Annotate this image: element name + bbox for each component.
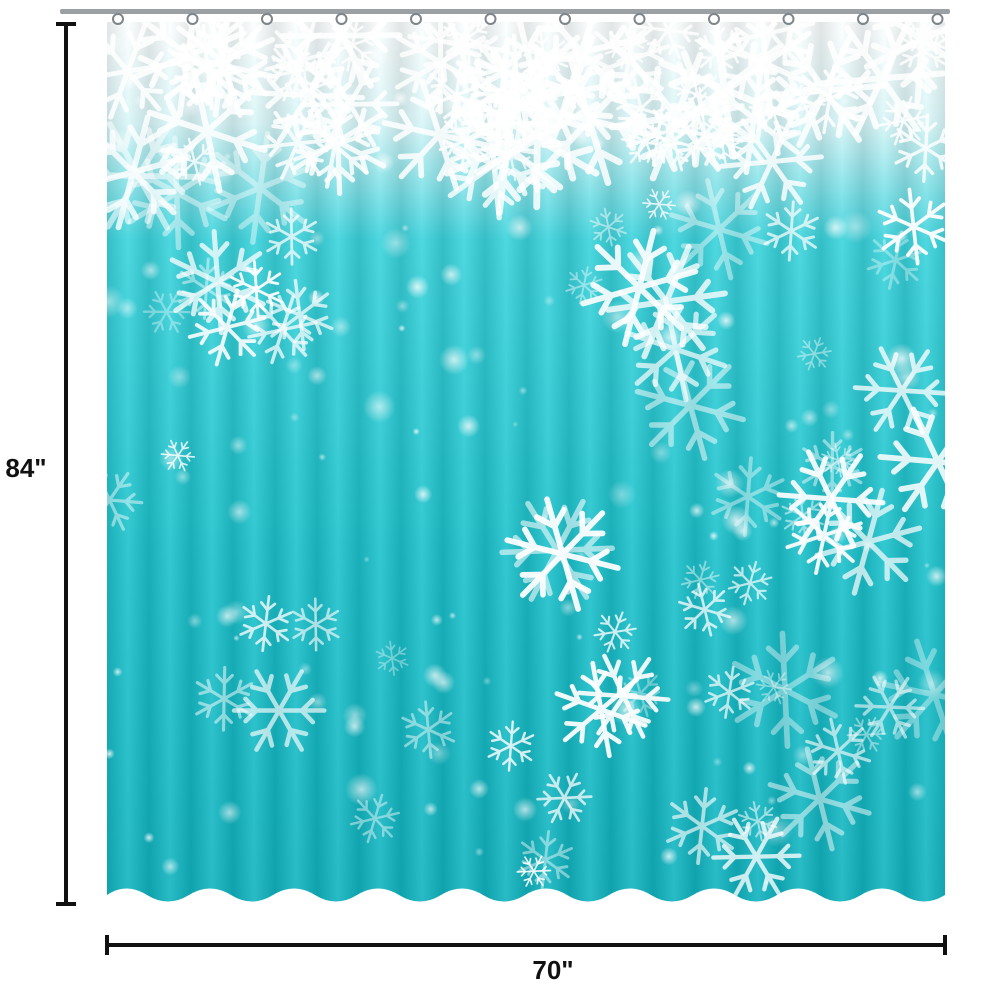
bokeh [512,797,538,822]
width-label: 70" [532,955,573,985]
bokeh [716,311,736,330]
hook [186,13,199,25]
bokeh [423,801,438,817]
hook [335,13,348,25]
height-dimension [56,22,76,906]
bokeh [440,263,463,286]
bokeh [688,502,705,519]
bokeh [308,230,326,247]
bokeh [226,499,252,525]
hook [931,13,944,25]
bokeh [380,227,412,259]
bokeh [405,275,430,299]
bokeh [784,418,799,434]
bokeh [742,761,757,775]
hooks [112,13,944,25]
bokeh [395,299,410,313]
bokeh [330,316,352,338]
height-label: 84" [5,453,46,483]
fold [863,22,905,902]
bokeh [607,480,637,510]
bokeh [215,604,239,628]
bokeh [167,365,192,389]
bokeh [362,390,396,424]
fold [611,22,653,902]
bokeh [518,386,528,396]
bokeh [438,344,470,375]
hook [708,13,720,25]
bokeh [708,531,719,541]
curtain [107,22,945,912]
bokeh [422,663,448,688]
bokeh [821,400,841,419]
bokeh [343,715,366,738]
bokeh [174,468,192,486]
bokeh [187,613,203,629]
hook [782,13,795,25]
bokeh [506,214,533,241]
bokeh [685,679,704,698]
bokeh [466,345,486,365]
curtain-rod [60,9,950,14]
bokeh [576,633,583,641]
bokeh [140,260,161,281]
bokeh [318,453,326,461]
bokeh [285,356,303,375]
hook [857,13,869,25]
hook [410,13,422,25]
bokeh [430,613,443,626]
bokeh [543,295,556,307]
bokeh [649,441,673,464]
bokeh [841,97,850,106]
bokeh [448,611,457,620]
hook [484,13,497,25]
bokeh [363,556,370,563]
bokeh [228,435,248,455]
hook [112,13,124,25]
bokeh [308,692,328,712]
bokeh [685,697,706,718]
bokeh [732,521,753,542]
bokeh [143,832,155,844]
bokeh [659,847,678,866]
bokeh [718,605,748,636]
bokeh [307,365,327,386]
bokeh [925,565,945,587]
bokeh [413,485,433,504]
hook [633,13,646,25]
bokeh [161,857,180,876]
bokeh [474,847,484,857]
bokeh [112,667,123,677]
bokeh [373,151,395,173]
bokeh [345,773,378,806]
bokeh [456,414,481,438]
bokeh [841,428,855,442]
bokeh [768,517,780,529]
bokeh [217,800,242,825]
bokeh [398,324,406,332]
bokeh [233,634,240,642]
bokeh [923,562,930,569]
bokeh [512,421,519,428]
width-dimension [105,935,947,955]
bokeh [289,412,300,423]
bokeh [469,778,490,799]
bokeh [800,408,819,427]
bokeh [559,598,578,617]
hook [559,13,571,25]
bokeh [766,796,777,806]
bokeh [907,782,927,802]
snowflakes [107,22,945,912]
bokeh [482,676,492,686]
bokeh [107,748,115,760]
hook [261,13,273,25]
bokeh [412,427,420,436]
bokeh [839,210,873,244]
bokeh [107,285,125,318]
bokeh [712,757,723,767]
bokeh [673,189,702,218]
